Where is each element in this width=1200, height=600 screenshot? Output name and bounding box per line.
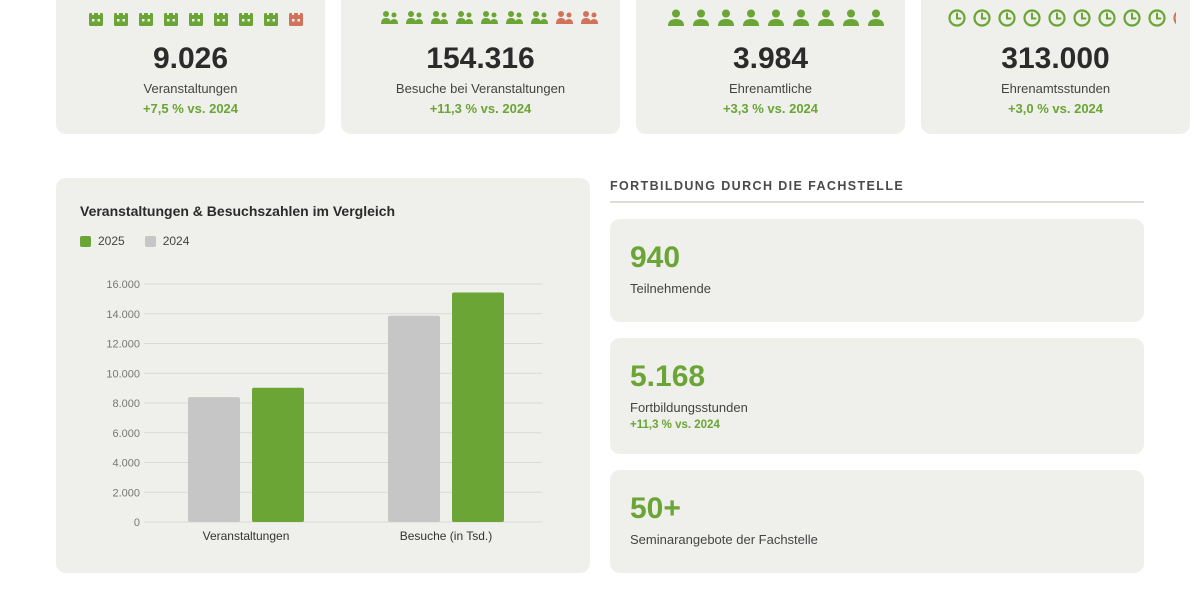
people-group-icon: [380, 11, 598, 24]
people-group-icon: [555, 11, 573, 24]
x-tick-label: Veranstaltungen: [203, 529, 290, 543]
y-tick-label: 14.000: [106, 309, 140, 321]
x-tick-label: Besuche (in Tsd.): [400, 529, 493, 543]
section-divider: [610, 201, 1144, 203]
bar-chart: 0 2.000 4.000 6.000 8.000 10.000 12.000 14.000 1…: [106, 279, 542, 543]
person-icon-row: [636, 4, 905, 28]
stat-label: Besuche bei Veranstaltungen: [395, 81, 566, 96]
person-icon: [767, 9, 784, 26]
y-tick-label: 12.000: [106, 339, 140, 351]
training-value: 50+: [630, 492, 681, 525]
calendar-icon: [288, 12, 303, 26]
stat-label: Ehrenamtliche: [728, 81, 813, 96]
people-group-icon: [380, 11, 398, 24]
training-section-title: FORTBILDUNG DURCH DIE FACHSTELLE: [610, 179, 905, 193]
clock-icon: [1172, 11, 1176, 25]
clock-icon-row: [921, 4, 1190, 28]
clock-icon: [1022, 9, 1041, 27]
clock-icon: [1147, 9, 1166, 27]
people-group-icon: [455, 11, 473, 24]
person-icon: [792, 9, 809, 26]
training-value: 5.168: [630, 360, 706, 393]
calendar-icon: [263, 12, 278, 26]
training-change: +11,3 % vs. 2024: [630, 419, 720, 431]
training-label: Fortbildungsstunden: [630, 400, 748, 415]
people-group-icon: [505, 11, 523, 24]
y-tick-label: 16.000: [106, 279, 140, 291]
stat-card-ehrenamtliche: 3.984 Ehrenamtliche +3,3 % vs. 2024: [636, 0, 905, 134]
stat-value: 154.316: [426, 42, 535, 75]
person-icon: [667, 9, 884, 26]
legend-item-2024: 2024: [144, 234, 190, 248]
legend-swatch-2025: [80, 235, 91, 247]
training-label: Teilnehmende: [630, 281, 711, 296]
training-value: 940: [630, 241, 681, 274]
clock-icon: [997, 9, 1016, 27]
stat-value: 9.026: [152, 42, 229, 75]
chart-legend: 2025 2024: [80, 234, 189, 248]
y-tick-label: 4.000: [112, 458, 140, 470]
clock-icon: [1122, 9, 1141, 27]
clock-icon: [1072, 9, 1091, 27]
bar-2024: [188, 397, 240, 522]
chart-card: 0 2.000 4.000 6.000 8.000 10.000 12.000 14.000 1…: [56, 178, 590, 573]
people-group-icon-row: [341, 4, 620, 28]
clock-icon: [1047, 9, 1066, 27]
stat-value: 313.000: [1001, 42, 1110, 75]
person-icon: [667, 9, 684, 26]
bar-2025: [452, 292, 504, 522]
calendar-icon: [213, 12, 228, 26]
training-card-seminarangebote: 50+ Seminarangebote der Fachstelle: [610, 470, 1144, 573]
stat-card-veranstaltungen: 9.026 Veranstaltungen +7,5 % vs. 2024: [56, 0, 325, 134]
person-icon: [717, 9, 734, 26]
clock-icon: [972, 9, 991, 27]
stat-change: +11,3 % vs. 2024: [429, 101, 532, 116]
bar-2025: [252, 387, 304, 522]
training-card-fortbildungsstunden: 5.168 Fortbildungsstunden +11,3 % vs. 20…: [610, 338, 1144, 454]
person-icon: [692, 9, 709, 26]
people-group-icon: [480, 11, 498, 24]
legend-label-2024: 2024: [162, 234, 190, 248]
clock-icon: [947, 9, 966, 27]
person-icon: [742, 9, 759, 26]
stat-change: +3,3 % vs. 2024: [722, 101, 819, 116]
people-group-icon: [580, 11, 598, 24]
calendar-icon-row: [56, 4, 325, 28]
training-label: Seminarangebote der Fachstelle: [630, 532, 818, 547]
calendar-icon: [113, 12, 128, 26]
y-tick-label: 8.000: [112, 398, 140, 410]
person-icon: [867, 9, 884, 26]
y-tick-label: 0: [134, 517, 140, 529]
calendar-icon: [163, 12, 178, 26]
stat-change: +3,0 % vs. 2024: [1007, 101, 1104, 116]
legend-item-2025: 2025: [80, 234, 125, 248]
people-group-icon: [405, 11, 423, 24]
calendar-icon: [88, 12, 303, 26]
stat-card-besuche: 154.316 Besuche bei Veranstaltungen +11,…: [341, 0, 620, 134]
legend-swatch-2024: [144, 235, 156, 247]
people-group-icon: [530, 11, 548, 24]
people-group-icon: [430, 11, 448, 24]
clock-icon: [947, 9, 1176, 27]
clock-icon: [1097, 9, 1116, 27]
stats-row: 9.026 Veranstaltungen +7,5 % vs. 2024 15…: [0, 0, 1200, 134]
calendar-icon: [88, 12, 103, 26]
stat-change: +7,5 % vs. 2024: [142, 101, 239, 116]
calendar-icon: [238, 12, 253, 26]
stat-label: Veranstaltungen: [143, 81, 238, 96]
y-tick-label: 6.000: [112, 428, 140, 440]
person-icon: [817, 9, 834, 26]
calendar-icon: [138, 12, 153, 26]
chart-title: Veranstaltungen & Besuchszahlen im Vergl…: [80, 203, 396, 219]
training-card-teilnehmende: 940 Teilnehmende: [610, 219, 1144, 322]
calendar-icon: [188, 12, 203, 26]
legend-label-2025: 2025: [98, 234, 125, 248]
stat-label: Ehrenamtsstunden: [1000, 81, 1111, 96]
bar-2024: [388, 315, 440, 522]
stat-value: 3.984: [732, 42, 809, 75]
person-icon: [842, 9, 859, 26]
y-tick-label: 10.000: [106, 368, 140, 380]
y-tick-label: 2.000: [112, 487, 140, 499]
stat-card-ehrenamtsstunden: 313.000 Ehrenamtsstunden +3,0 % vs. 2024: [921, 0, 1190, 134]
